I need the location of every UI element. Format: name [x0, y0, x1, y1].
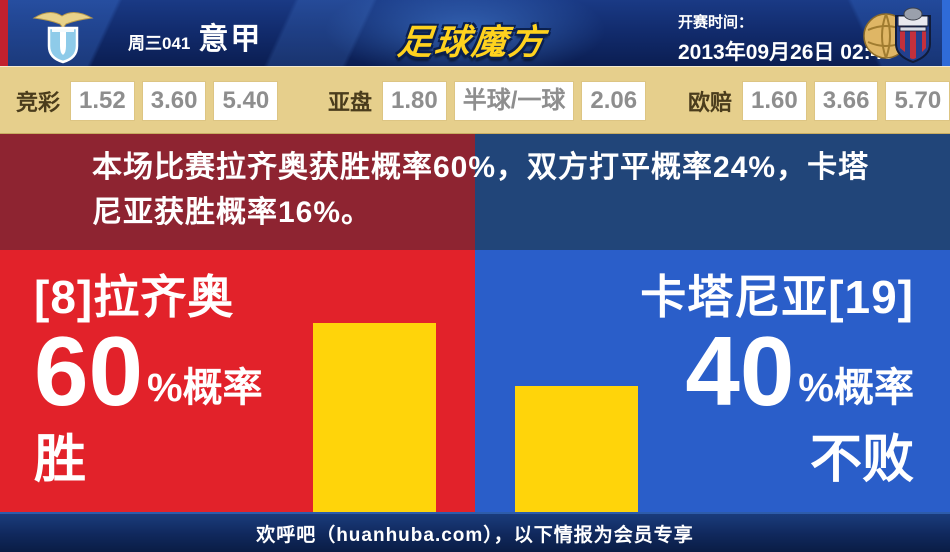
odds-group-jingcai: 竞彩 1.52 3.60 5.40 [16, 67, 278, 135]
odds-value-euro-lose: 5.70 [886, 82, 950, 120]
odds-value-asian-away: 2.06 [582, 82, 646, 120]
away-team-crest-icon [858, 2, 942, 69]
home-probability-value: 60 [34, 316, 144, 426]
kickoff-block: 开赛时间： 2013年09月26日 02:45 [678, 11, 894, 66]
odds-value-handicap-line: 半球/一球 [454, 82, 574, 120]
odds-label-jingcai: 竞彩 [16, 90, 61, 115]
away-outcome-label: 不败 [809, 431, 914, 489]
away-probability: 40 %概率 [640, 316, 914, 426]
odds-label-european: 欧赔 [688, 90, 733, 115]
odds-group-asian-handicap: 亚盘 1.80 半球/一球 2.06 [328, 67, 646, 135]
odds-value-draw: 3.60 [142, 82, 206, 120]
home-probability-suffix: %概率 [147, 366, 263, 410]
odds-label-asian: 亚盘 [328, 90, 373, 115]
odds-row: 竞彩 1.52 3.60 5.40 亚盘 1.80 半球/一球 2.06 欧赔 … [0, 66, 950, 134]
odds-value-win: 1.52 [71, 82, 134, 120]
header-bar: 周三041 意甲 足球魔方 开赛时间： 2013年09月26日 02:45 [0, 0, 950, 66]
footer-bar: 欢呼吧（huanhuba.com），以下情报为会员专享 [0, 512, 950, 552]
prediction-summary: 本场比赛拉齐奥获胜概率60%，双方打平概率24%，卡塔尼亚获胜概率16%。 [92, 151, 870, 229]
site-logo: 足球魔方 [395, 23, 548, 62]
away-summary-strip [475, 134, 950, 250]
home-team-name: [8]拉齐奥 [34, 271, 235, 323]
away-team-name: 卡塔尼亚[19] [640, 271, 914, 323]
match-info: 周三041 意甲 [128, 14, 262, 58]
odds-value-asian-home: 1.80 [383, 82, 446, 120]
away-team-block: 卡塔尼亚[19] 40 %概率 不败 [640, 268, 914, 492]
home-summary-strip [0, 134, 475, 250]
odds-value-lose: 5.40 [214, 82, 278, 120]
home-team-block: [8]拉齐奥 60 %概率 胜 [34, 268, 263, 492]
home-probability: 60 %概率 [34, 316, 263, 426]
odds-value-euro-win: 1.60 [743, 82, 806, 120]
home-outcome-label: 胜 [34, 431, 87, 489]
home-team-crest-icon [22, 2, 104, 69]
match-code: 周三041 [128, 34, 191, 53]
away-probability-bar [515, 386, 638, 512]
league-name: 意甲 [198, 23, 263, 56]
home-probability-bar [313, 323, 436, 512]
right-edge-accent [942, 0, 950, 66]
kickoff-time: 2013年09月26日 02:45 [678, 41, 894, 64]
left-edge-accent [0, 0, 8, 66]
home-panel [0, 134, 475, 512]
odds-group-european: 欧赔 1.60 3.66 5.70 [688, 67, 950, 135]
away-probability-value: 40 [685, 316, 795, 426]
kickoff-label: 开赛时间： [678, 14, 754, 31]
away-probability-suffix: %概率 [798, 366, 914, 410]
footer-text: 欢呼吧（huanhuba.com），以下情报为会员专享 [256, 524, 694, 546]
odds-value-euro-draw: 3.66 [814, 82, 878, 120]
